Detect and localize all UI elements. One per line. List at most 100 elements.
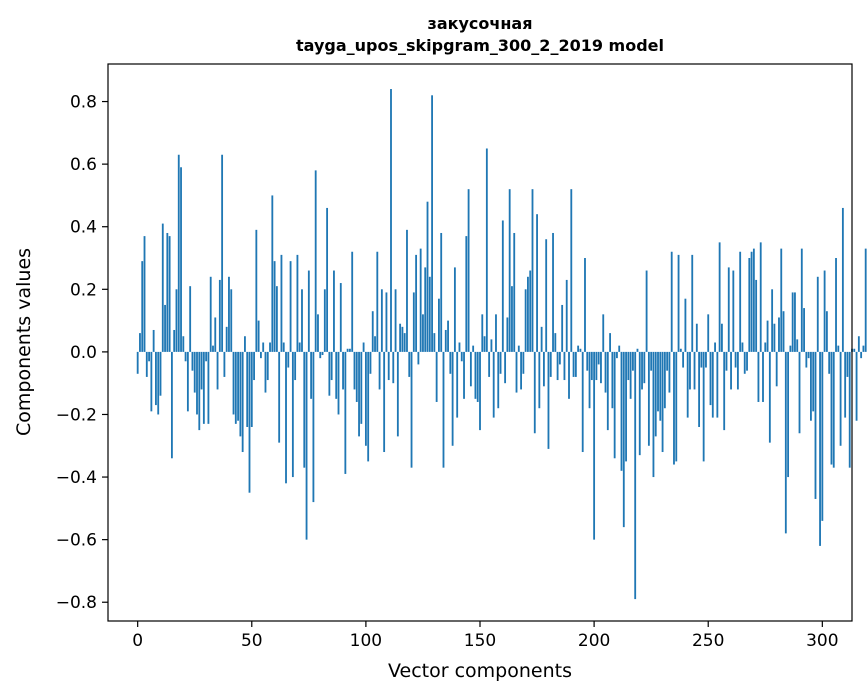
bar [570, 189, 573, 352]
bar [280, 254, 283, 352]
bar [511, 286, 513, 352]
bar [554, 333, 557, 352]
bar [141, 261, 144, 352]
bar [590, 351, 593, 381]
bar [291, 351, 294, 478]
bar [828, 351, 831, 374]
bar [490, 339, 493, 352]
y-tick-label: −0.8 [56, 593, 97, 613]
bar [467, 189, 470, 352]
bar [433, 333, 436, 352]
bar [855, 351, 858, 421]
bar [469, 351, 472, 387]
bar [444, 329, 447, 352]
bar [584, 258, 586, 352]
bar [759, 242, 762, 352]
bar [686, 351, 689, 418]
bar [230, 289, 233, 352]
bar [335, 351, 338, 399]
bar [383, 351, 386, 453]
bar [161, 223, 164, 352]
bar [278, 351, 281, 443]
bar [611, 351, 614, 409]
bar [542, 351, 545, 387]
bar [629, 351, 632, 399]
bar [689, 351, 691, 390]
bar [189, 286, 192, 352]
bar [196, 351, 198, 415]
bar [841, 207, 844, 352]
bar [346, 348, 349, 352]
bar [650, 351, 653, 371]
bar [773, 323, 776, 352]
bar [595, 351, 598, 381]
bar [234, 351, 237, 424]
bar [652, 351, 655, 478]
x-tick-label: 250 [692, 631, 724, 651]
bar [307, 270, 310, 352]
bar [812, 351, 815, 412]
bar [458, 342, 461, 352]
bar [262, 342, 265, 352]
bar [232, 351, 235, 415]
bar [387, 351, 390, 381]
bar [588, 351, 591, 409]
bar [330, 351, 333, 381]
bar [246, 351, 249, 427]
bar [684, 298, 687, 352]
bar [485, 148, 488, 352]
bar [837, 345, 840, 352]
bar [620, 351, 623, 471]
bar [581, 351, 584, 453]
bars-group [136, 89, 867, 600]
bar [730, 351, 732, 390]
chart-title: закусочная [428, 14, 533, 33]
bar [618, 345, 621, 352]
bar [782, 311, 785, 352]
bar [606, 351, 609, 431]
bar [428, 276, 431, 352]
bar [504, 351, 507, 384]
bar [339, 283, 342, 352]
y-axis-ticks: −0.8 −0.6 −0.4 −0.2 0.0 0.2 0.4 0.6 0.8 [56, 93, 108, 613]
bar [698, 351, 701, 427]
bar [846, 351, 849, 377]
bar [248, 351, 251, 493]
bar [310, 351, 313, 399]
bar [460, 351, 463, 362]
bar [641, 351, 643, 390]
bar [556, 351, 559, 381]
bar [447, 320, 449, 352]
bar [547, 351, 550, 449]
bar [574, 351, 577, 377]
bar [186, 351, 189, 412]
bar [732, 270, 735, 352]
bar [209, 276, 212, 352]
bar [609, 333, 611, 352]
bar [752, 248, 755, 352]
bar [417, 351, 420, 365]
bar [317, 314, 319, 352]
bar [787, 351, 790, 478]
bar [565, 279, 568, 352]
bar [328, 351, 331, 396]
bar [349, 348, 351, 352]
bar [180, 167, 182, 352]
bar [848, 351, 851, 468]
bar [442, 351, 445, 468]
bar [205, 351, 208, 362]
bar [173, 329, 176, 352]
bar [419, 248, 422, 352]
bar [634, 351, 637, 600]
bar [666, 351, 669, 371]
bar [369, 351, 372, 374]
bar [364, 351, 367, 446]
bar [657, 351, 659, 412]
bar [632, 351, 634, 371]
bar [670, 251, 673, 352]
bar [200, 351, 203, 390]
bar [351, 251, 354, 352]
y-tick-label: −0.2 [56, 405, 97, 425]
bar [750, 251, 753, 352]
